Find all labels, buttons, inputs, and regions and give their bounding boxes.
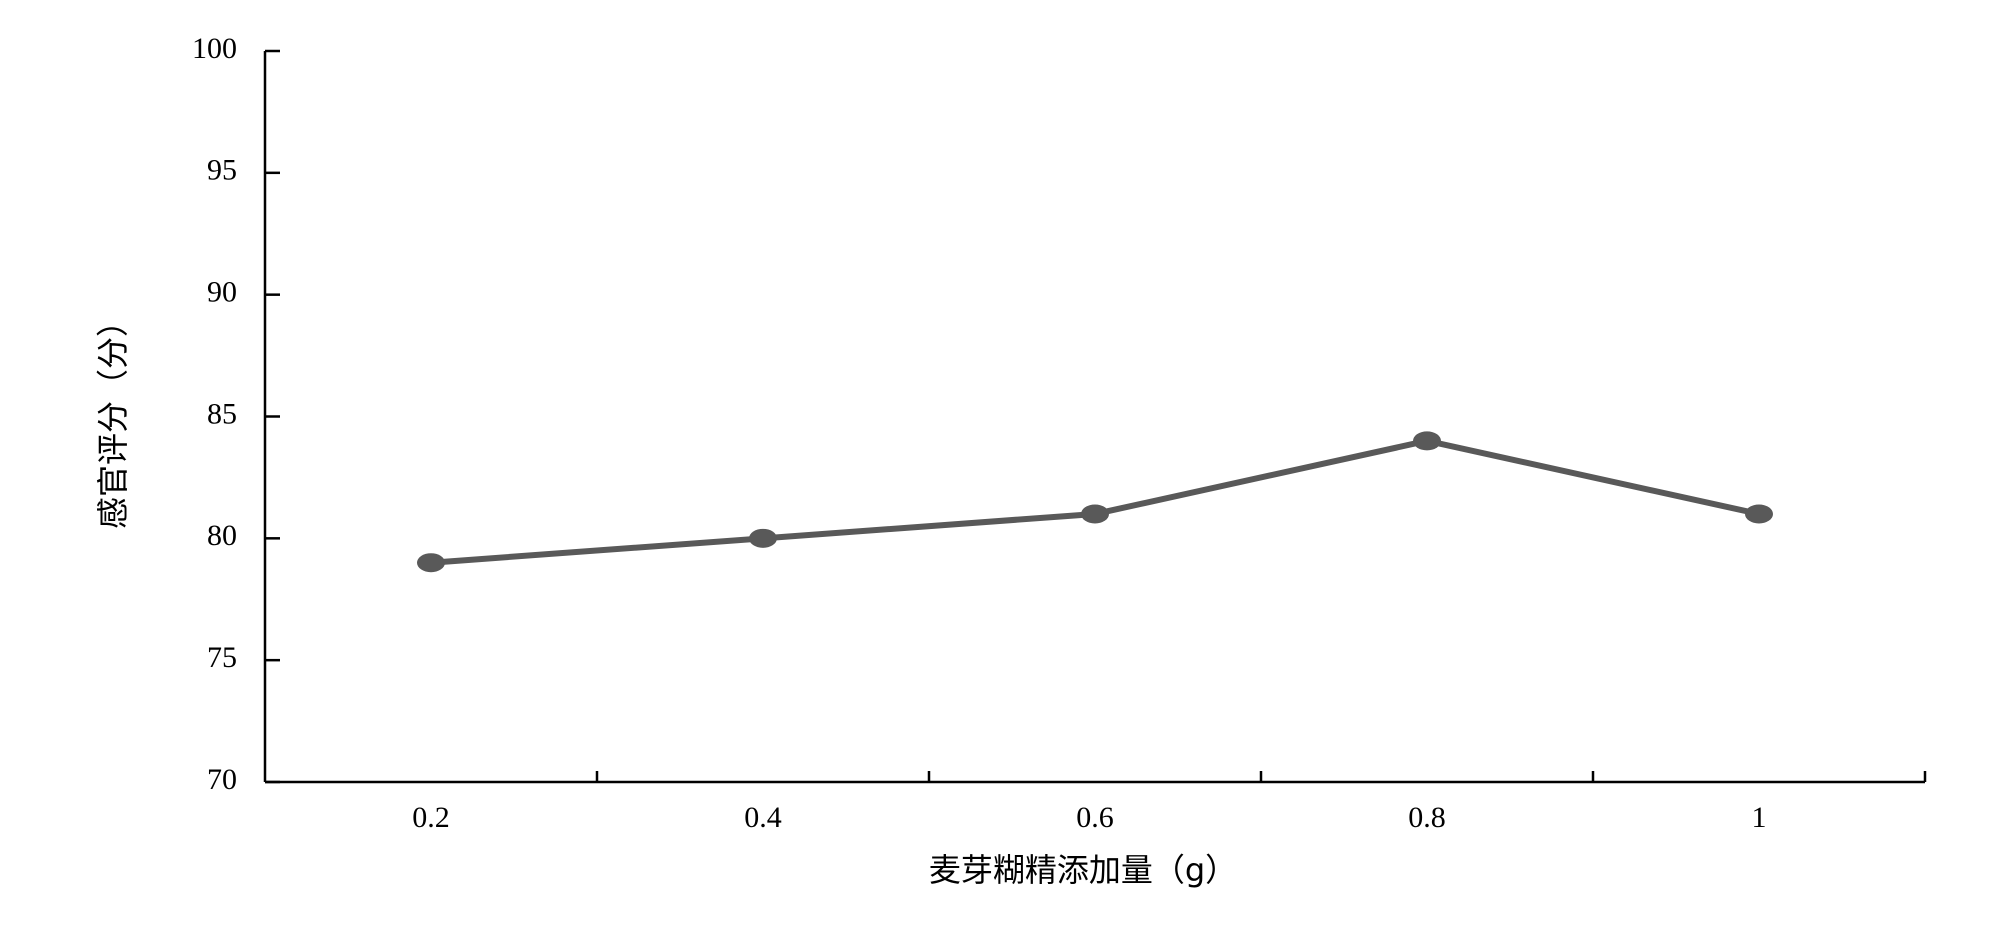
x-axis-title: 麦芽糊精添加量（g） — [929, 851, 1237, 889]
data-point — [749, 528, 777, 548]
y-tick-label: 85 — [207, 397, 237, 430]
y-tick-label: 100 — [192, 32, 237, 65]
y-tick-label: 80 — [207, 519, 237, 552]
x-tick-label: 0.6 — [1076, 801, 1114, 834]
data-line — [430, 437, 1760, 566]
x-tick-label: 0.8 — [1408, 801, 1446, 834]
data-point — [1413, 431, 1441, 451]
x-tick-label: 1 — [1752, 801, 1767, 834]
x-tick-label: 0.2 — [412, 801, 450, 834]
y-axis-title: 感官评分（分） — [94, 305, 132, 529]
x-tick-label: 0.4 — [744, 801, 782, 834]
data-point — [417, 553, 445, 573]
y-tick-label: 70 — [207, 763, 237, 796]
data-point — [1081, 504, 1109, 524]
y-tick-label: 90 — [207, 276, 237, 309]
data-point — [1745, 504, 1773, 524]
y-tick-label: 95 — [207, 154, 237, 187]
y-tick-label: 75 — [207, 641, 237, 674]
